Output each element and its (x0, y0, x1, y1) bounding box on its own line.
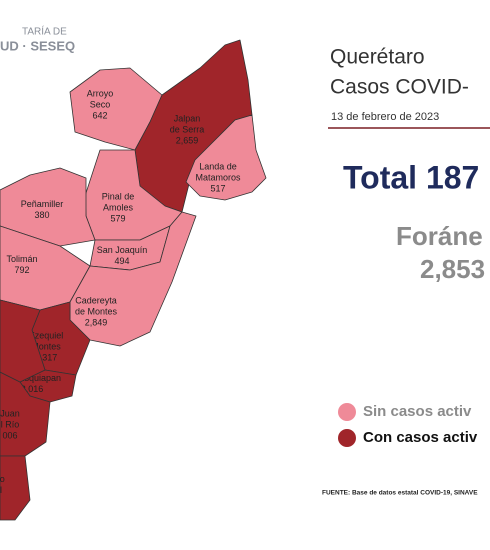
header-line1: TARÍA DE (22, 25, 67, 38)
municipality-value: 579 (110, 213, 125, 223)
municipality-name: l Río (1, 419, 20, 429)
legend: Sin casos activ Con casos activ (338, 403, 478, 447)
municipality-name: Seco (90, 99, 111, 109)
legend-swatch (338, 403, 356, 421)
total: Total 187 (343, 159, 479, 195)
municipality-value: 006 (2, 430, 17, 440)
municipality-name: Pinal de (102, 191, 135, 201)
municipality-name: de Serra (170, 124, 205, 134)
municipality-name: de Montes (75, 306, 118, 316)
municipality-value: 2,659 (176, 135, 199, 145)
municipality-name: co (0, 474, 5, 484)
municipality (0, 299, 46, 383)
municipality-name: Matamoros (195, 172, 241, 182)
municipality-name: Amoles (103, 202, 134, 212)
legend-label: Sin casos activ (363, 403, 472, 420)
municipality-name: Montes (31, 341, 61, 351)
municipality-value: 792 (14, 265, 29, 275)
legend-swatch (338, 429, 356, 447)
title: Querétaro (330, 46, 425, 69)
source: FUENTE: Base de datos estatal COVID-19, … (322, 490, 478, 497)
municipality-name: Peñamiller (21, 199, 64, 209)
legend-label: Con casos activ (363, 429, 478, 446)
date: 13 de febrero de 2023 (331, 111, 439, 123)
foraneos-label: Foráne (396, 221, 483, 251)
municipality-name: il (0, 485, 2, 495)
header-line2: UD · SESEQ (0, 38, 75, 53)
municipality-name: San Joaquín (97, 245, 148, 255)
municipality-value: 2,016 (21, 384, 44, 394)
municipality-name: Cadereyta (75, 295, 117, 305)
municipality-name: Tequisquiapan (3, 373, 61, 383)
municipality-name: Ezequiel (29, 330, 64, 340)
municipality-value: 494 (114, 256, 129, 266)
subtitle: Casos COVID- (330, 76, 469, 99)
municipality-value: 2,849 (85, 317, 108, 327)
municipality-value: 1,317 (35, 352, 58, 362)
municipality (0, 455, 31, 521)
municipality-value: 642 (92, 110, 107, 120)
municipality-name: Jalpan (174, 113, 201, 123)
municipality-name: Tolimán (6, 254, 37, 264)
foraneos-value: 2,853 (420, 254, 485, 284)
municipality-name: Arroyo (87, 88, 114, 98)
municipality (185, 114, 267, 201)
municipality-name: Juan (0, 408, 20, 418)
municipality-name: Landa de (199, 161, 237, 171)
municipality-value: 517 (210, 183, 225, 193)
municipality-value: 380 (34, 210, 49, 220)
